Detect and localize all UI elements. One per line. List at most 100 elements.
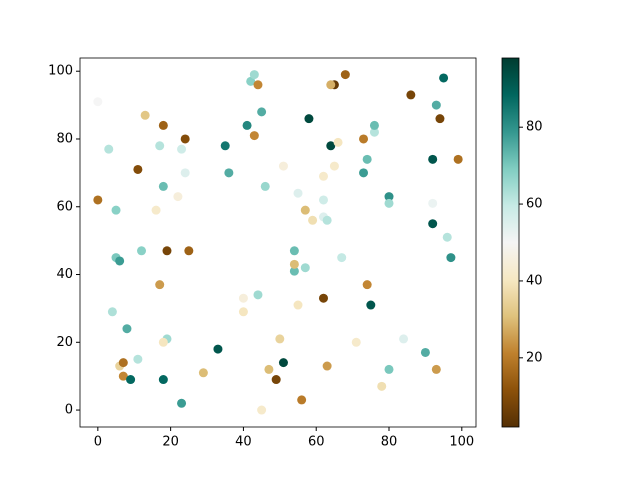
scatter-point [384,198,394,208]
scatter-point [220,141,230,151]
scatter-point [158,375,168,385]
scatter-point [177,144,187,154]
scatter-point [362,154,372,164]
x-tick-label: 40 [235,435,252,450]
x-tick-label: 0 [94,435,102,450]
scatter-point [238,293,248,303]
scatter-point [213,344,223,354]
scatter-point [366,300,376,310]
scatter-point [173,192,183,202]
scatter-point [318,171,328,181]
scatter-point [107,307,117,317]
scatter-point [133,354,143,364]
scatter-point [140,110,150,120]
scatter-point [439,73,449,83]
scatter-point [442,232,452,242]
scatter-point [278,358,288,368]
scatter-point [224,168,234,178]
scatter-point [362,280,372,290]
scatter-point [115,256,125,266]
scatter-point [293,300,303,310]
y-tick-label: 20 [56,335,73,350]
scatter-point [180,168,190,178]
scatter-point [428,154,438,164]
x-tick-label: 20 [162,435,179,450]
scatter-point [293,188,303,198]
x-tick-label: 60 [308,435,325,450]
scatter-point [104,144,114,154]
y-tick-label: 100 [48,64,73,79]
scatter-point [158,337,168,347]
scatter-point [198,368,208,378]
scatter-point [151,205,161,215]
scatter-point [359,168,369,178]
scatter-point [133,164,143,174]
scatter-point [260,181,270,191]
colorbar-tick-label: 20 [526,350,543,365]
scatter-point [435,114,445,124]
scatter-point [289,246,299,256]
scatter-point [300,263,310,273]
y-tick-label: 40 [56,267,73,282]
scatter-point [326,141,336,151]
scatter-point [300,205,310,215]
scatter-point [289,266,299,276]
scatter-point [93,97,103,107]
scatter-point [162,246,172,256]
scatter-point [329,161,339,171]
colorbar [501,57,520,428]
scatter-point [275,334,285,344]
scatter-point [384,192,394,202]
scatter-point [318,195,328,205]
scatter-point [122,324,132,334]
scatter-point [369,120,379,130]
scatter-point [126,375,136,385]
scatter-point [453,154,463,164]
scatter-point [369,127,379,137]
scatter-point [278,161,288,171]
scatter-point [351,337,361,347]
scatter-point [246,76,256,86]
scatter-point [297,395,307,405]
scatter-point [384,364,394,374]
scatter-point [428,219,438,229]
scatter-point [399,334,409,344]
scatter-point [431,100,441,110]
scatter-point [118,358,128,368]
scatter-point [158,120,168,130]
colorbar-tick-label: 60 [526,197,543,212]
scatter-point [377,381,387,391]
y-tick-label: 80 [56,131,73,146]
scatter-point [158,181,168,191]
scatter-point [322,361,332,371]
scatter-point [340,70,350,80]
scatter-point [431,364,441,374]
scatter-point [337,253,347,263]
scatter-point [308,215,318,225]
scatter-point [180,134,190,144]
x-tick-label: 100 [449,435,474,450]
scatter-point [242,120,252,130]
scatter-point [257,107,267,117]
y-tick-label: 60 [56,199,73,214]
scatter-point [420,347,430,357]
scatter-point [249,131,259,141]
scatter-point [271,375,281,385]
scatter-point [406,90,416,100]
scatter-point [446,253,456,263]
scatter-point [238,307,248,317]
scatter-point [118,371,128,381]
scatter-point [318,293,328,303]
scatter-point [264,364,274,374]
colorbar-tick-label: 80 [526,120,543,135]
scatter-point [111,205,121,215]
scatter-point [304,114,314,124]
colorbar-tick-label: 40 [526,273,543,288]
scatter-point [253,290,263,300]
scatter-point [428,198,438,208]
scatter-point [137,246,147,256]
scatter-point [253,80,263,90]
scatter-point [155,280,165,290]
scatter-point [249,70,259,80]
